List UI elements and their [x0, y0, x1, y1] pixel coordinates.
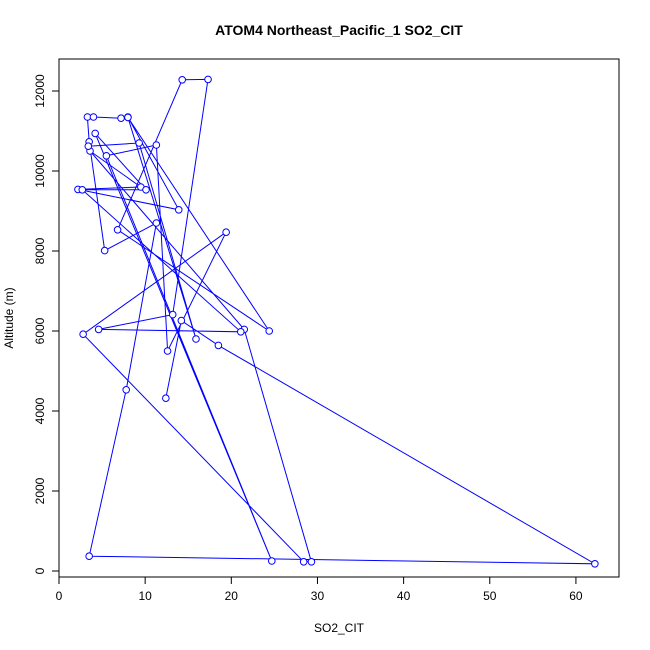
data-point	[268, 557, 276, 565]
data-point	[113, 226, 122, 234]
data-point	[135, 139, 143, 147]
data-point	[174, 206, 183, 214]
x-axis-label: SO2_CIT	[314, 621, 365, 635]
data-point	[142, 186, 150, 194]
data-point	[204, 75, 212, 84]
data-point	[124, 113, 132, 122]
data-point	[122, 386, 130, 394]
series-layer	[74, 75, 599, 568]
data-point	[177, 316, 186, 325]
data-point	[168, 310, 177, 319]
x-tick-label: 20	[225, 589, 239, 603]
data-point	[152, 141, 161, 149]
y-tick-label: 0	[33, 567, 47, 574]
data-point	[94, 325, 103, 334]
data-point	[214, 341, 223, 350]
x-tick-label: 10	[138, 589, 152, 603]
data-point	[265, 327, 274, 335]
x-tick-label: 40	[397, 589, 411, 603]
x-tick-label: 0	[56, 589, 63, 603]
data-point	[79, 330, 87, 339]
data-point	[85, 552, 93, 561]
data-point	[307, 558, 316, 566]
x-axis: 0 10 20 30 40 50 60	[56, 576, 583, 603]
data-point	[84, 142, 93, 150]
x-tick-label: 50	[483, 589, 497, 603]
data-point	[222, 228, 230, 236]
data-point	[192, 335, 200, 343]
y-axis-label: Altitude (m)	[2, 287, 16, 348]
data-point	[162, 394, 170, 403]
y-tick-label: 2000	[33, 477, 47, 504]
data-point	[299, 558, 308, 566]
x-tick-label: 60	[569, 589, 583, 603]
data-point	[91, 129, 99, 138]
y-tick-label: 4000	[33, 397, 47, 424]
data-point	[152, 219, 161, 227]
y-tick-label: 10000	[33, 154, 47, 188]
y-tick-label: 8000	[33, 237, 47, 264]
data-point	[100, 246, 109, 255]
series-line	[77, 78, 597, 565]
data-point	[117, 114, 125, 122]
x-tick-label: 30	[311, 589, 325, 603]
data-point	[89, 113, 98, 121]
data-point	[236, 328, 245, 336]
chart-title: ATOM4 Northeast_Pacific_1 SO2_CIT	[215, 22, 463, 38]
data-point	[163, 347, 172, 355]
y-tick-label: 12000	[33, 74, 47, 108]
data-point	[178, 76, 186, 84]
data-point	[102, 152, 111, 160]
data-point	[78, 186, 87, 194]
y-tick-label: 6000	[33, 317, 47, 344]
data-point	[591, 560, 599, 568]
y-axis: 0 2000 4000 6000 8000 10000 12000	[33, 74, 60, 574]
